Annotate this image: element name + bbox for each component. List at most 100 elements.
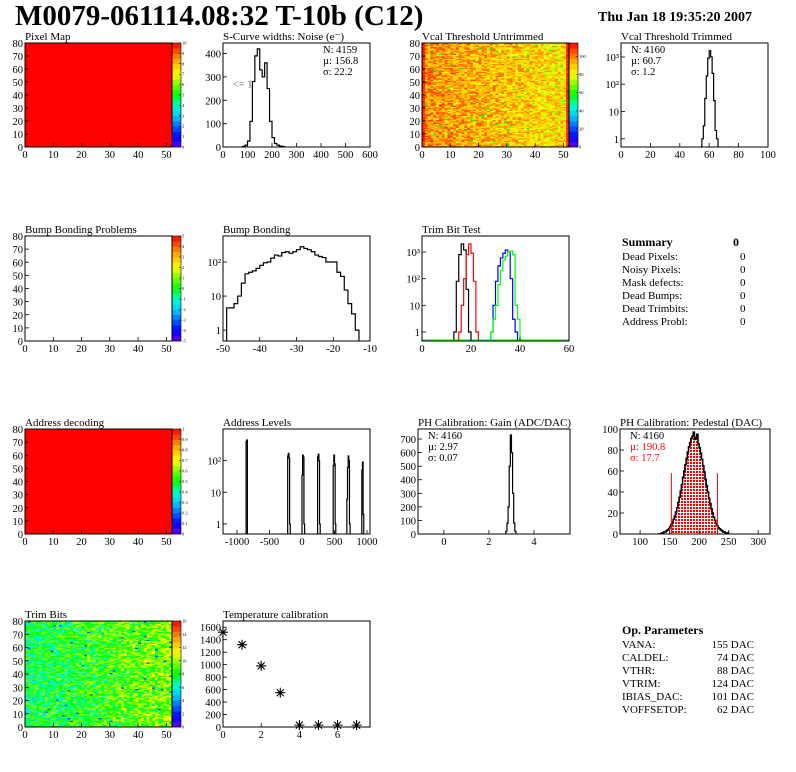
heatmap-cell: [438, 76, 443, 79]
heatmap-cell: [557, 65, 561, 67]
heatmap-cell: [424, 65, 428, 67]
heatmap-cell: [484, 122, 488, 124]
heatmap-cell: [422, 69, 425, 71]
heatmap-cell: [481, 134, 485, 136]
heatmap-cell: [512, 88, 516, 91]
heatmap-cell: [515, 137, 519, 140]
heatmap-cell: [557, 66, 561, 68]
heatmap-cell: [520, 113, 525, 115]
heatmap-cell: [512, 110, 516, 113]
y-tick-label: 10: [13, 517, 24, 528]
heatmap-cell: [450, 63, 454, 66]
heatmap-cell: [532, 75, 536, 78]
heatmap-cell: [509, 100, 513, 102]
heatmap-cell: [27, 627, 31, 630]
heatmap-cell: [503, 52, 508, 54]
heatmap-cell: [492, 100, 496, 102]
heatmap-cell: [484, 121, 488, 123]
heatmap-cell: [487, 78, 491, 80]
heatmap-cell: [478, 54, 482, 57]
heatmap-cell: [450, 144, 454, 146]
heatmap-cell: [492, 43, 496, 45]
heatmap-cell: [458, 88, 462, 91]
heatmap-cell: [515, 43, 519, 45]
heatmap-cell: [27, 636, 31, 639]
heatmap-cell: [543, 59, 547, 62]
y-tick-label: 200: [400, 503, 416, 514]
heatmap-cell: [512, 124, 516, 127]
heatmap-cell: [25, 656, 29, 659]
heatmap-cell: [506, 108, 510, 110]
heatmap-cell: [453, 67, 457, 70]
heatmap-cell: [535, 67, 539, 70]
heatmap-cell: [560, 53, 564, 55]
heatmap-cell: [478, 114, 482, 117]
heatmap-cell: [537, 130, 542, 132]
heatmap-cell: [427, 134, 431, 136]
heatmap-cell: [487, 43, 491, 45]
heatmap-cell: [554, 102, 558, 105]
y-tick-label: 0: [18, 143, 23, 154]
heatmap-cell: [27, 684, 31, 687]
heatmap-cell: [532, 89, 536, 92]
heatmap-cell: [481, 110, 485, 113]
heatmap-cell: [554, 97, 558, 100]
heatmap-cell: [515, 97, 519, 100]
heatmap-cell: [487, 48, 491, 50]
heatmap-cell: [467, 91, 471, 93]
y-tick-label: 10: [211, 292, 222, 303]
heatmap-cell: [546, 62, 550, 65]
heatmap-cell: [447, 100, 451, 102]
histogram-series-5: [346, 455, 351, 534]
heatmap-cell: [487, 140, 491, 143]
heatmap-cell: [532, 105, 536, 107]
heatmap-cell: [27, 639, 31, 642]
heatmap-cell: [498, 57, 502, 59]
heatmap-cell: [453, 118, 457, 120]
heatmap-cell: [515, 91, 519, 93]
heatmap-cell: [560, 83, 564, 85]
heatmap-cell: [495, 119, 499, 122]
heatmap-cell: [430, 62, 434, 65]
heatmap-cell: [549, 44, 553, 46]
heatmap-cell: [487, 104, 491, 106]
heatmap-cell: [557, 136, 561, 139]
heatmap-cell: [467, 87, 471, 89]
heatmap-cell: [543, 135, 547, 137]
heatmap-cell: [455, 67, 460, 70]
heatmap-cell: [430, 43, 434, 45]
heatmap-cell: [537, 102, 542, 105]
heatmap-cell: [433, 82, 437, 84]
heatmap-cell: [430, 76, 434, 79]
heatmap-cell: [492, 123, 496, 126]
colorbar-tick-label: 1: [182, 427, 184, 432]
heatmap-cell: [487, 59, 491, 62]
heatmap-cell: [526, 57, 530, 59]
heatmap-cell: [427, 44, 431, 46]
heatmap-cell: [461, 108, 465, 110]
heatmap-cell: [563, 69, 567, 71]
heatmap-cell: [557, 140, 561, 143]
heatmap-cell: [535, 113, 539, 115]
heatmap-cell: [560, 127, 564, 130]
heatmap-cell: [478, 62, 482, 65]
heatmap-cell: [518, 113, 522, 115]
heatmap-cell: [560, 122, 564, 124]
heatmap-cell: [489, 62, 493, 65]
heatmap-cell: [498, 98, 502, 101]
heatmap-cell: [540, 105, 544, 107]
heatmap-cell: [518, 74, 522, 76]
heatmap-cell: [557, 95, 561, 97]
heatmap-cell: [27, 696, 31, 699]
heatmap-cell: [495, 79, 499, 81]
heatmap-cell: [509, 130, 513, 132]
heatmap-cell: [503, 139, 508, 141]
heatmap-cell: [495, 72, 499, 75]
heatmap-cell: [546, 141, 550, 144]
heatmap-cell: [450, 87, 454, 89]
heatmap-cell: [478, 43, 482, 45]
heatmap-cell: [529, 108, 533, 110]
colorbar-segment: [172, 497, 181, 503]
heatmap-cell: [436, 115, 440, 118]
heatmap-cell: [447, 76, 451, 79]
